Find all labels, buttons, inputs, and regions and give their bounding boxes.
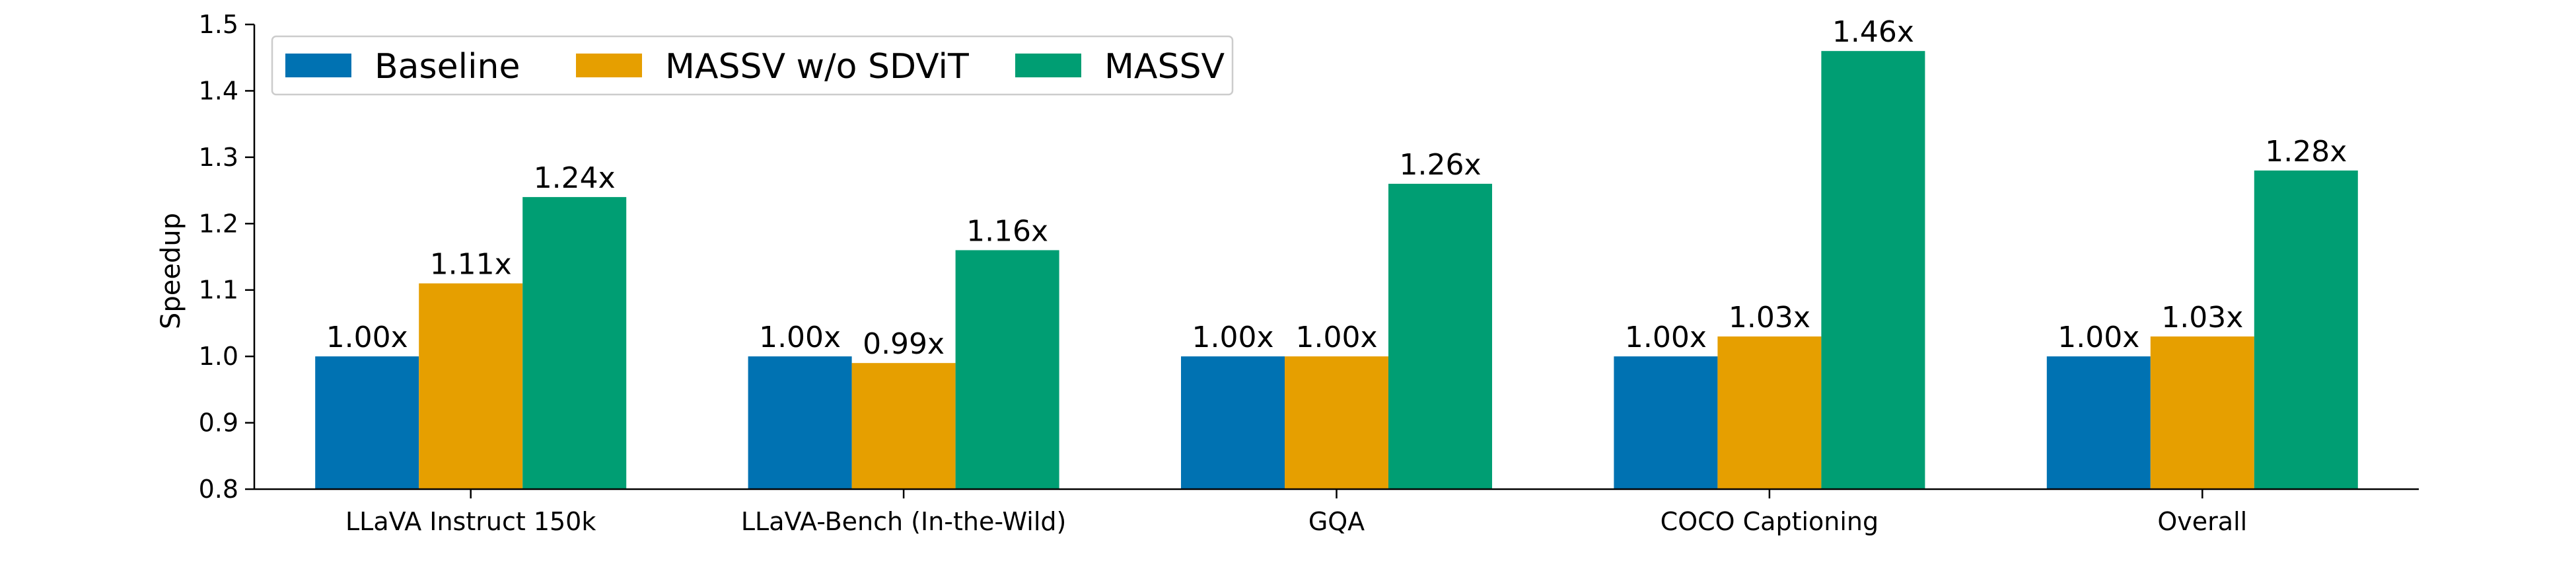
bar bbox=[1717, 336, 1822, 489]
data-label: 1.24x bbox=[534, 161, 616, 195]
legend-label: MASSV w/o SDViT bbox=[665, 47, 969, 87]
data-label: 1.00x bbox=[326, 321, 408, 354]
legend-swatch bbox=[576, 54, 642, 77]
data-labels-group: 1.00x 1.00x 1.00x 1.00x 1.00x 1.11x 0.99x 1.00x… bbox=[326, 15, 2347, 361]
y-tick-label: 0.9 bbox=[199, 409, 238, 438]
y-tick-label: 1.3 bbox=[199, 143, 238, 172]
bar bbox=[1614, 356, 1718, 489]
data-label: 1.03x bbox=[1729, 301, 1810, 334]
data-label: 1.11x bbox=[430, 248, 512, 282]
y-tick-label: 0.8 bbox=[199, 475, 238, 504]
bar bbox=[1388, 184, 1492, 489]
bar bbox=[419, 283, 523, 489]
data-label: 1.16x bbox=[966, 214, 1048, 248]
legend: Baseline MASSV w/o SDViT MASSV bbox=[271, 35, 1234, 96]
bar bbox=[748, 356, 852, 489]
data-label: 1.26x bbox=[1399, 148, 1481, 182]
bars-group bbox=[315, 51, 2358, 489]
legend-swatch bbox=[1015, 54, 1081, 77]
bar bbox=[315, 356, 419, 489]
data-label: 1.46x bbox=[1832, 15, 1914, 49]
bar bbox=[851, 363, 956, 489]
y-tick-label: 1.1 bbox=[199, 276, 238, 305]
legend-frame bbox=[271, 35, 1234, 96]
legend-label: MASSV bbox=[1104, 47, 1225, 87]
y-axis-label: Speedup bbox=[156, 213, 186, 329]
bar bbox=[522, 197, 627, 489]
data-label: 1.00x bbox=[759, 321, 841, 354]
data-label: 1.00x bbox=[1295, 321, 1377, 354]
y-tick-label: 1.2 bbox=[199, 209, 238, 238]
data-label: 1.00x bbox=[2057, 321, 2139, 354]
bar bbox=[2254, 170, 2358, 489]
bar bbox=[2046, 356, 2151, 489]
x-tick-label: LLaVA-Bench (In-the-Wild) bbox=[741, 507, 1066, 536]
y-tick-label: 1.0 bbox=[199, 342, 238, 371]
bar bbox=[1181, 356, 1285, 489]
data-label: 1.00x bbox=[1625, 321, 1707, 354]
bar bbox=[1285, 356, 1388, 489]
legend-swatch bbox=[285, 54, 351, 77]
legend-label: Baseline bbox=[375, 47, 520, 87]
x-tick-label: GQA bbox=[1308, 507, 1365, 536]
data-label: 1.28x bbox=[2265, 135, 2347, 169]
data-label: 1.03x bbox=[2161, 301, 2243, 334]
y-axis: 0.8 0.9 1.0 1.1 1.2 1.3 1.4 1.5 bbox=[199, 10, 256, 504]
bar bbox=[955, 250, 1059, 489]
data-label: 1.00x bbox=[1192, 321, 1273, 354]
y-tick-label: 1.5 bbox=[199, 10, 238, 39]
x-tick-label: LLaVA Instruct 150k bbox=[345, 507, 596, 536]
x-axis: LLaVA Instruct 150k LLaVA-Bench (In-the-W… bbox=[254, 488, 2419, 536]
data-label: 0.99x bbox=[863, 327, 945, 361]
bar bbox=[2150, 336, 2254, 489]
x-tick-label: Overall bbox=[2157, 507, 2247, 536]
y-tick-label: 1.4 bbox=[199, 76, 238, 105]
x-tick-label: COCO Captioning bbox=[1661, 507, 1878, 536]
bar bbox=[1821, 51, 1925, 489]
